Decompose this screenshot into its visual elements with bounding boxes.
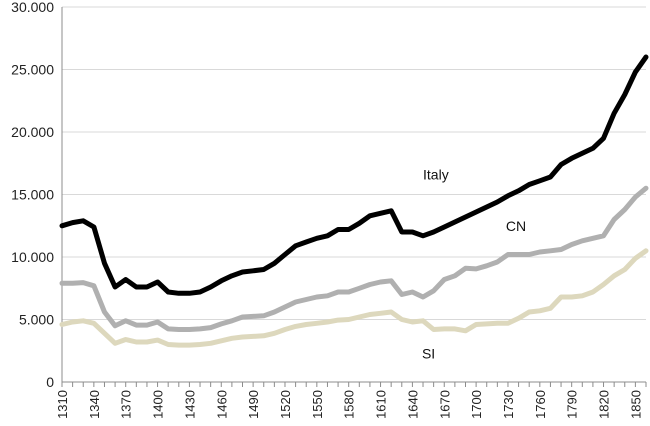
x-tick-label: 1580 (342, 390, 357, 419)
x-tick-label: 1610 (374, 390, 389, 419)
series-line-italy (59, 54, 649, 296)
x-tick-label: 1850 (628, 390, 643, 419)
x-tick-label: 1820 (597, 390, 612, 419)
x-tick-label: 1730 (501, 390, 516, 419)
x-tick-label: 1400 (151, 390, 166, 419)
y-tick-label: 5.000 (19, 312, 54, 328)
x-tick-label: 1310 (55, 390, 70, 419)
y-tick-label: 0 (46, 374, 54, 390)
x-tick-label: 1670 (437, 390, 452, 419)
y-tick-label: 30.000 (11, 0, 54, 15)
series-line-cn (59, 185, 649, 332)
x-tick-label: 1790 (565, 390, 580, 419)
series-label-italy: Italy (423, 167, 449, 183)
grid (62, 6, 646, 320)
x-tick-label: 1550 (310, 390, 325, 419)
axes (61, 7, 647, 387)
x-tick-label: 1460 (214, 390, 229, 419)
x-tick-label: 1700 (469, 390, 484, 419)
series-line-si (59, 248, 649, 348)
x-tick-label: 1760 (533, 390, 548, 419)
x-tick-label: 1640 (405, 390, 420, 419)
x-axis-ticks: 1310 1340 1370 1400 1430 1460 1490 1520 1550 1580… (55, 390, 643, 419)
series-label-cn: CN (506, 218, 526, 234)
y-tick-label: 20.000 (11, 124, 54, 140)
x-tick-label: 1520 (278, 390, 293, 419)
series-lines (59, 54, 649, 348)
x-tick-label: 1430 (182, 390, 197, 419)
x-tick-label: 1340 (87, 390, 102, 419)
x-tick-label: 1370 (119, 390, 134, 419)
x-tick-label: 1490 (246, 390, 261, 419)
y-tick-label: 25.000 (11, 62, 54, 78)
y-tick-label: 10.000 (11, 249, 54, 265)
series-labels: Italy CN SI (422, 167, 526, 362)
series-label-si: SI (422, 345, 435, 361)
y-axis-ticks: 0 5.000 10.000 15.000 20.000 25.000 30.000 (11, 0, 54, 390)
y-tick-label: 15.000 (11, 187, 54, 203)
